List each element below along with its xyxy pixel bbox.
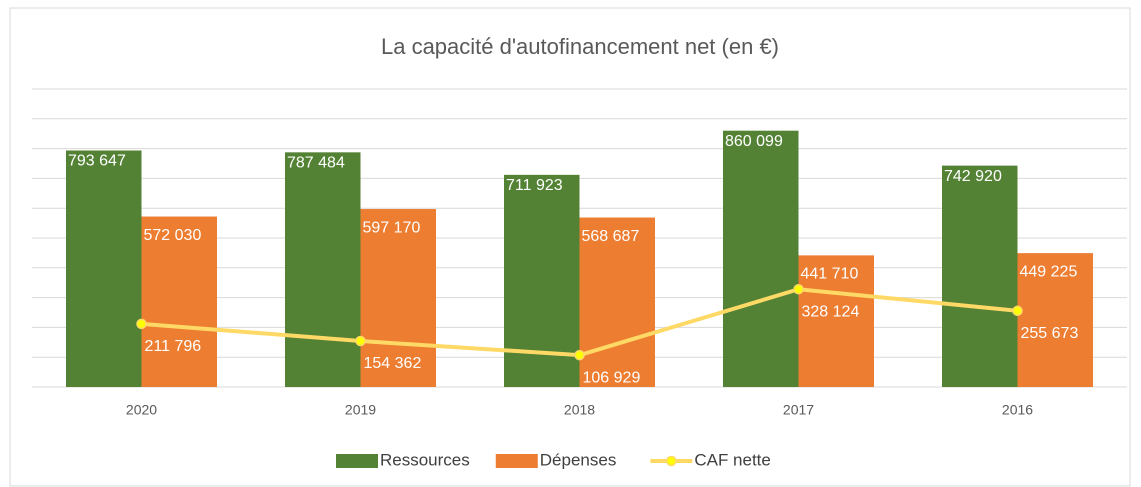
- bar: [1017, 253, 1093, 387]
- legend-swatch: [495, 454, 538, 468]
- bar: [798, 255, 874, 387]
- legend-label: CAF nette: [694, 450, 771, 469]
- data-label: 106 929: [583, 369, 641, 386]
- x-tick-label: 2016: [1002, 402, 1033, 418]
- legend-swatch: [336, 454, 378, 468]
- bar: [579, 217, 655, 387]
- x-tick-label: 2020: [126, 402, 157, 418]
- data-label: 793 647: [68, 153, 126, 170]
- data-label: 211 796: [145, 338, 202, 355]
- x-tick-label: 2019: [345, 402, 376, 418]
- legend-label: Ressources: [380, 450, 470, 469]
- legend-swatch: [666, 455, 677, 467]
- data-label: 441 710: [801, 266, 859, 283]
- data-label: 449 225: [1020, 263, 1078, 280]
- bar: [942, 165, 1018, 387]
- data-label: 860 099: [725, 133, 783, 150]
- data-label: 787 484: [287, 155, 345, 172]
- x-tick-label: 2018: [564, 402, 595, 418]
- data-label: 742 920: [944, 168, 1002, 185]
- line-marker: [355, 335, 366, 347]
- data-label: 711 923: [506, 177, 563, 194]
- data-label: 568 687: [582, 228, 640, 245]
- line-marker: [574, 349, 585, 361]
- bar: [66, 150, 142, 387]
- data-label: 255 673: [1021, 325, 1079, 342]
- bar: [141, 216, 217, 387]
- data-label: 597 170: [363, 219, 421, 236]
- data-label: 572 030: [144, 227, 202, 244]
- line-marker: [1012, 305, 1023, 317]
- chart-title: La capacité d'autofinancement net (en €): [381, 34, 779, 59]
- data-label: 328 124: [802, 303, 860, 320]
- data-label: 154 362: [364, 355, 422, 372]
- legend-label: Dépenses: [540, 450, 617, 469]
- bar: [360, 209, 436, 387]
- bar: [723, 130, 799, 387]
- bar: [285, 152, 361, 387]
- line-marker: [136, 318, 147, 330]
- line-marker: [793, 283, 804, 295]
- x-tick-label: 2017: [783, 402, 814, 418]
